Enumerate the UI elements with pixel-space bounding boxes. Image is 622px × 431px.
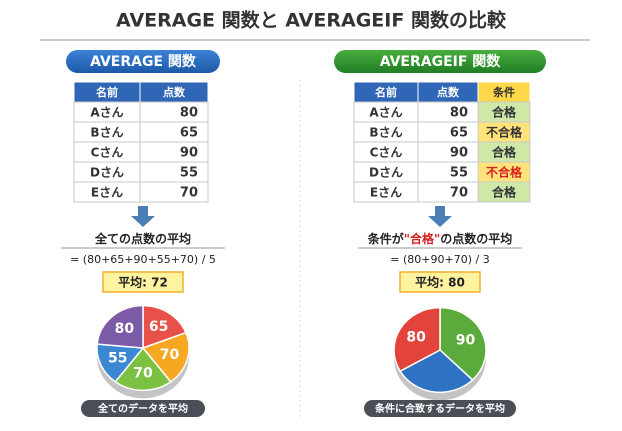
heading-pill (334, 50, 546, 73)
slice-label: 70 (133, 365, 153, 381)
table-cell (139, 181, 209, 203)
slice-label: 80 (406, 329, 426, 345)
caption: 条件が"合格"の点数の平均 (367, 231, 513, 246)
caption-part: 条件が (367, 231, 404, 246)
pie-slice (96, 304, 144, 349)
caption: 全ての点数の平均 (94, 231, 191, 246)
cell-text: Dさん (369, 166, 403, 180)
heading-pill (66, 50, 220, 73)
pie-slice (142, 304, 187, 350)
cell-text: 80 (180, 106, 198, 121)
cell-text: 合格 (492, 185, 517, 200)
table-cell (417, 181, 479, 203)
header-text: 点数 (163, 85, 186, 99)
cell-text: Eさん (91, 186, 123, 200)
cell-text: 80 (450, 106, 468, 121)
down-arrow (131, 206, 155, 227)
slice-label: 70 (160, 347, 180, 363)
cell-text: 70 (180, 186, 198, 201)
table-cell (417, 121, 479, 143)
table-cell (417, 161, 479, 183)
pie-slice (439, 306, 487, 381)
formula: = (80+90+70) / 3 (390, 253, 489, 266)
page-title: AVERAGE 関数と AVERAGEIF 関数の比較 (116, 9, 507, 32)
result: 平均: 80 (415, 275, 465, 290)
cell-text: Eさん (370, 186, 402, 200)
cell-text: 90 (450, 146, 468, 161)
cell-text: 55 (180, 166, 198, 181)
cell-text: 合格 (492, 145, 517, 160)
header-text: 条件 (492, 85, 515, 99)
cell-text: Aさん (90, 106, 123, 120)
header-text: 名前 (375, 85, 397, 99)
footer-pill (81, 400, 205, 417)
header-text: 名前 (96, 85, 118, 99)
heading: AVERAGE 関数 (90, 53, 197, 70)
result-box (102, 271, 184, 293)
caption-part: の点数の平均 (440, 231, 512, 246)
footer: 条件に合致するデータを平均 (374, 402, 505, 415)
cell-text: Cさん (91, 146, 124, 160)
pie-slice (96, 343, 145, 383)
cell-text: Aさん (369, 106, 402, 120)
result: 平均: 72 (118, 275, 168, 290)
pie-slice (114, 346, 172, 391)
cell-text: Dさん (90, 166, 124, 180)
cell-text: 不合格 (486, 125, 523, 140)
table-cell (477, 181, 531, 203)
caption-part: "合格" (404, 231, 441, 246)
down-arrow (428, 206, 452, 227)
cell-text: 65 (450, 126, 468, 141)
pie-slice (393, 306, 441, 373)
cell-text: 70 (450, 186, 468, 201)
cell-text: 不合格 (486, 165, 523, 180)
cell-text: 65 (180, 126, 198, 141)
header-text: 点数 (437, 85, 460, 99)
cell-text: Cさん (370, 146, 403, 160)
pie-slice (141, 331, 190, 383)
caption-part: 全ての点数の平均 (94, 231, 191, 246)
cell-text: 55 (450, 166, 468, 181)
cell-text: Bさん (90, 126, 123, 140)
slice-label: 80 (115, 321, 135, 337)
heading: AVERAGEIF 関数 (380, 53, 502, 70)
slice-label: 65 (149, 319, 168, 335)
result-box (399, 271, 481, 293)
formula: = (80+65+90+55+70) / 5 (70, 253, 216, 266)
table-cell (417, 101, 479, 123)
table-cell (417, 141, 479, 163)
slice-label: 55 (108, 350, 127, 366)
slice-label: 90 (456, 332, 476, 348)
pie-slice (399, 349, 474, 394)
cell-text: Bさん (369, 126, 402, 140)
cell-text: 90 (180, 146, 198, 161)
footer-pill (364, 400, 516, 417)
footer: 全てのデータを平均 (97, 402, 188, 415)
cell-text: 合格 (492, 105, 517, 120)
